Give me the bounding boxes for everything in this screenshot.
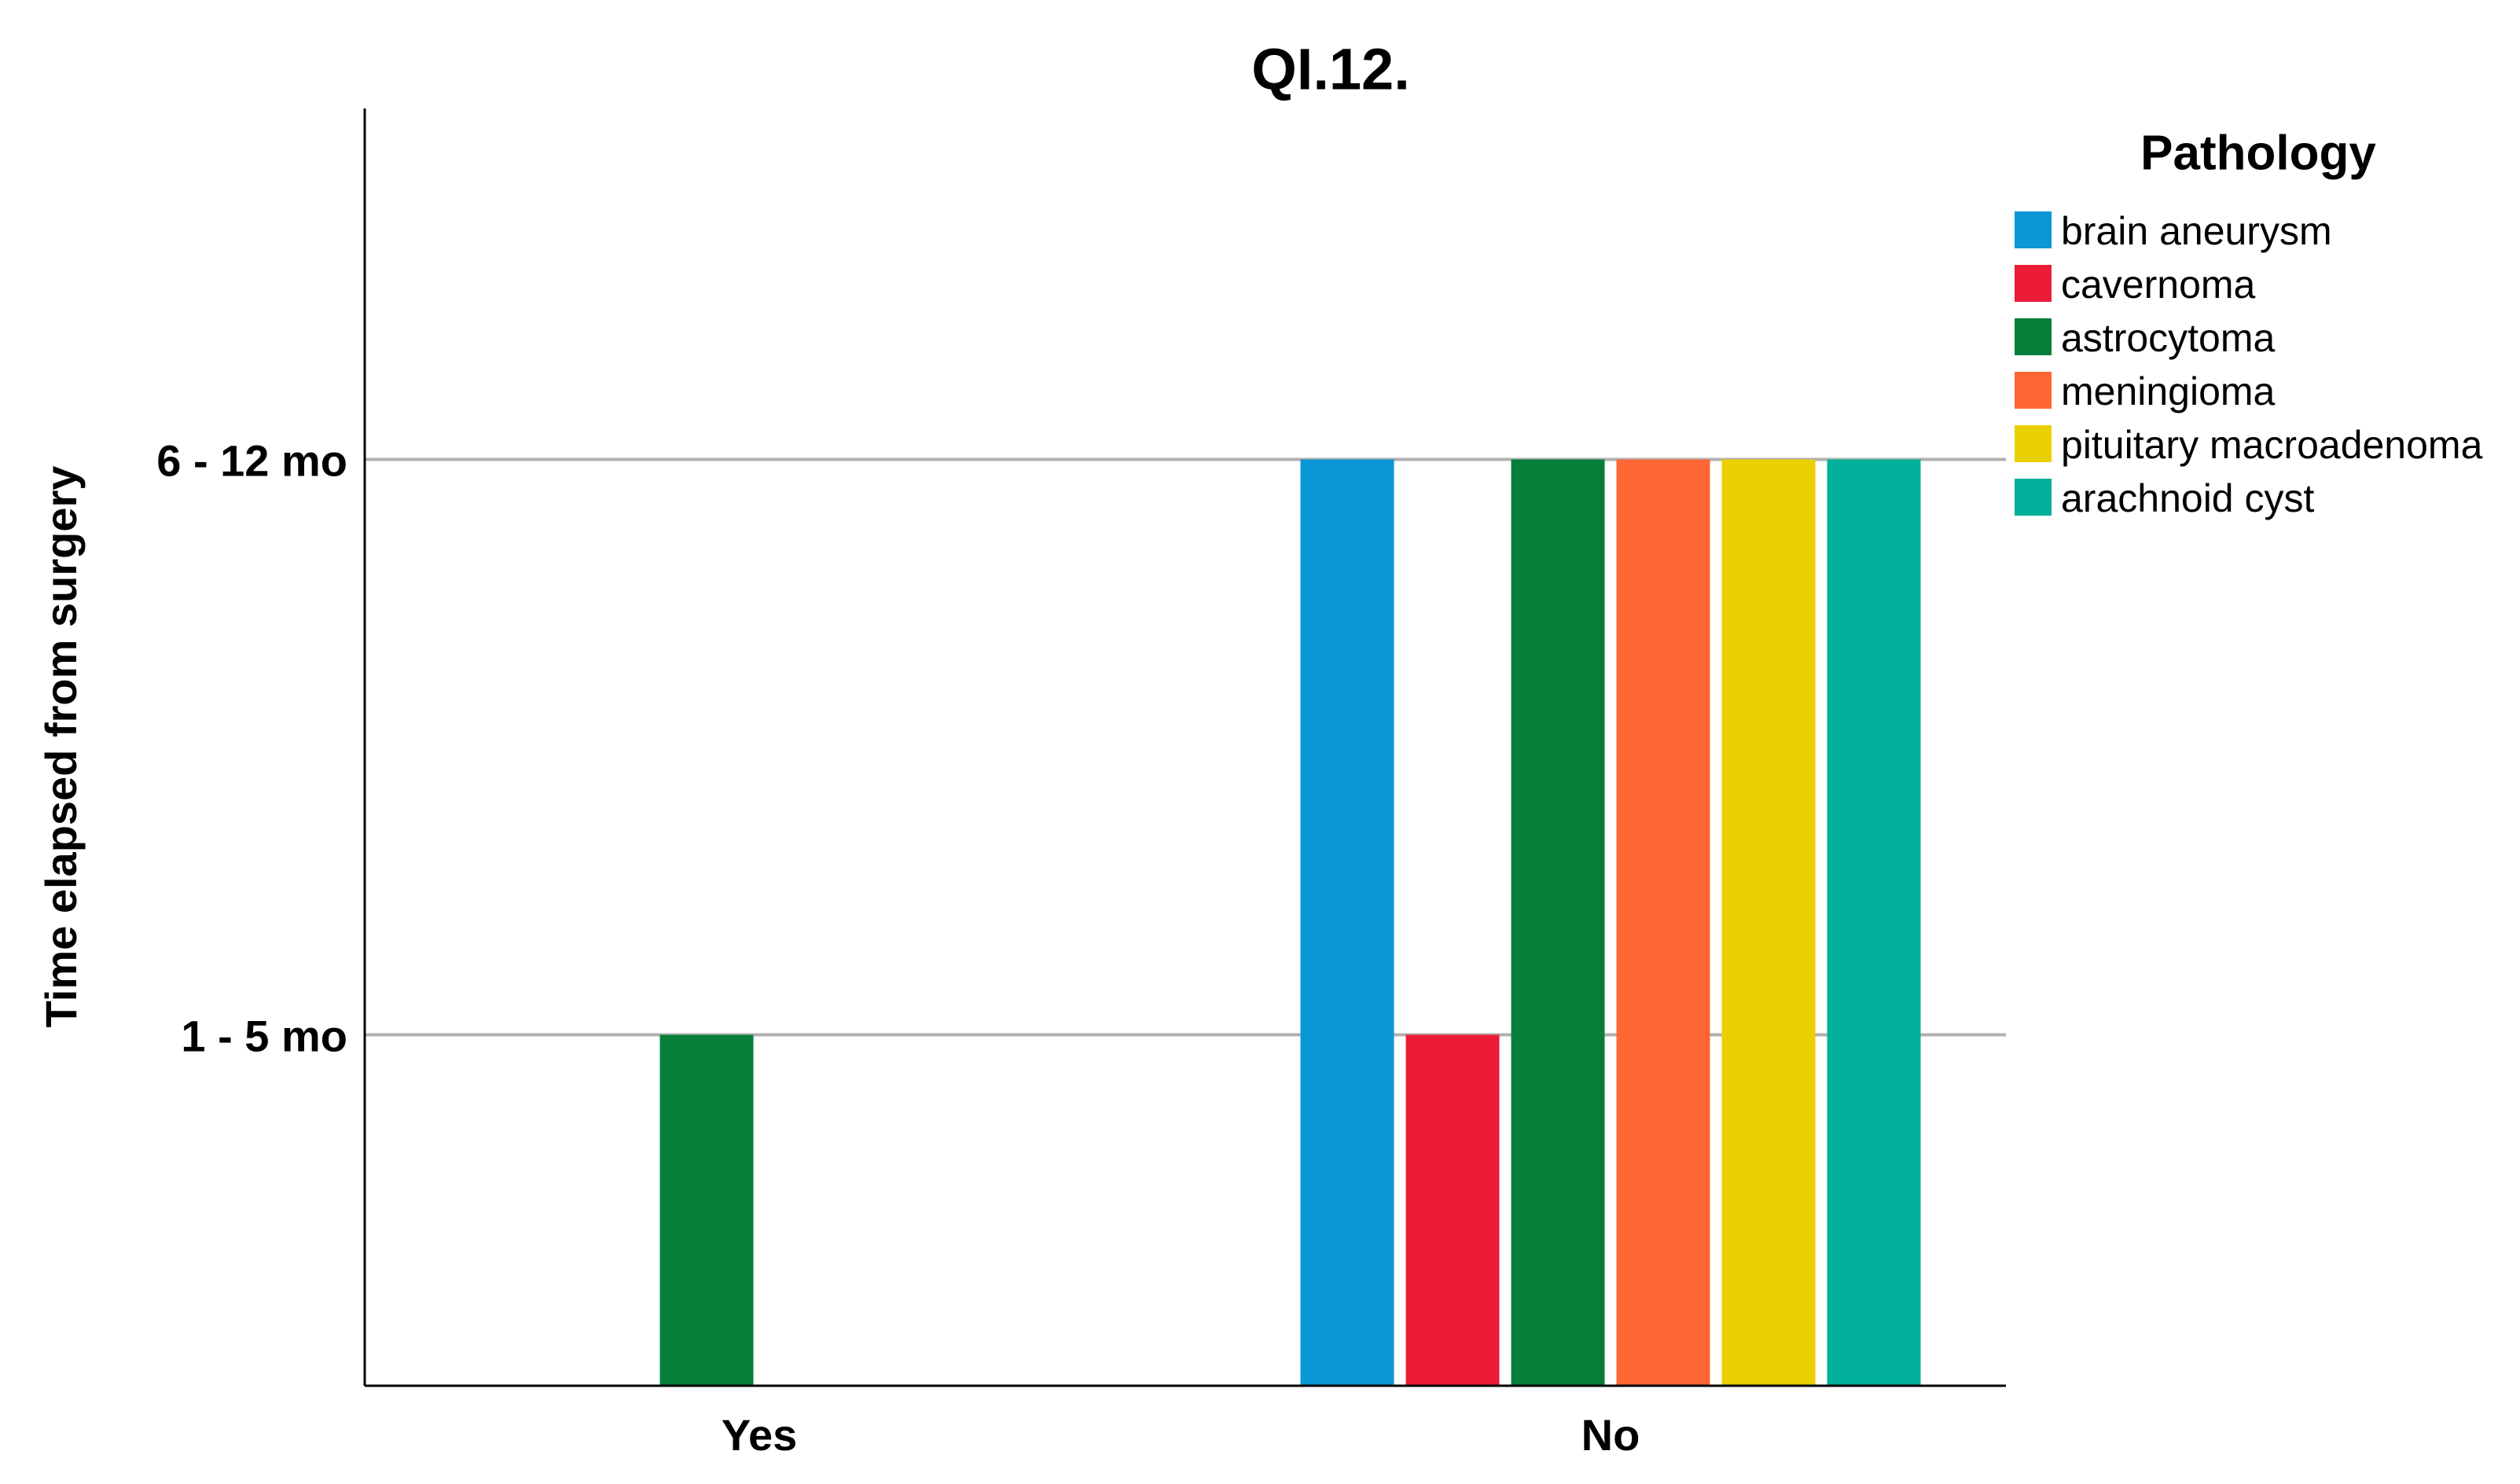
bar: [1405, 1034, 1500, 1386]
y-tick-label: 1 - 5 mo: [181, 1011, 347, 1060]
legend-swatch: [2015, 265, 2052, 302]
chart-title: QI.12.: [1251, 37, 1410, 102]
bar: [1300, 459, 1394, 1386]
y-axis-label: Time elapsed from surgery: [36, 466, 86, 1028]
legend-label: brain aneurysm: [2061, 209, 2332, 253]
legend-label: astrocytoma: [2061, 316, 2276, 360]
legend-swatch: [2015, 425, 2052, 462]
legend-title: Pathology: [2140, 126, 2376, 180]
legend-swatch: [2015, 479, 2052, 516]
bar: [1511, 459, 1605, 1386]
x-tick-label: No: [1581, 1410, 1640, 1460]
legend-label: arachnoid cyst: [2061, 476, 2314, 520]
legend-swatch: [2015, 372, 2052, 409]
y-tick-label: 6 - 12 mo: [156, 435, 347, 485]
legend-label: cavernoma: [2061, 263, 2256, 307]
x-tick-label: Yes: [722, 1410, 798, 1460]
legend-label: meningioma: [2061, 369, 2276, 413]
bar: [1616, 459, 1710, 1386]
bar: [659, 1034, 754, 1386]
bar: [1721, 459, 1816, 1386]
legend-label: pituitary macroadenoma: [2061, 423, 2483, 467]
legend-swatch: [2015, 211, 2052, 248]
bar: [1827, 459, 1921, 1386]
legend-swatch: [2015, 318, 2052, 355]
